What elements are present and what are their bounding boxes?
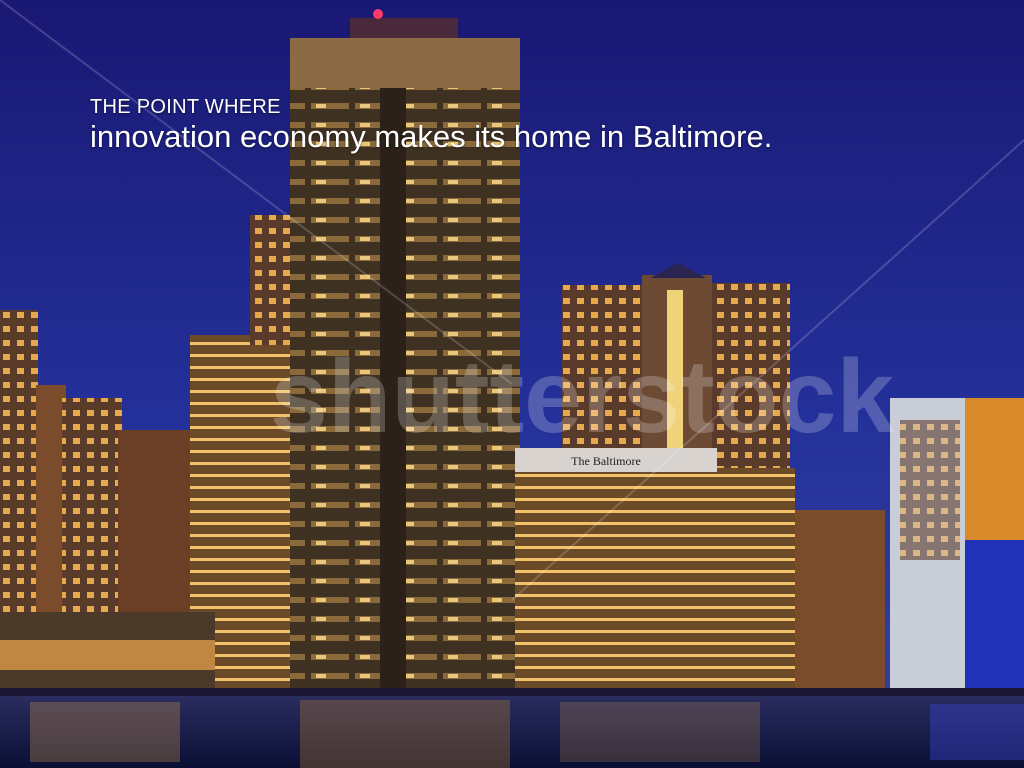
apartment-tower-right [712, 283, 790, 468]
tower-reflection [300, 700, 510, 768]
apartment-tower-left [562, 285, 642, 465]
aquarium-reflection [930, 704, 1024, 760]
pavilion-reflection [30, 702, 180, 762]
aquarium-building [965, 540, 1024, 700]
tower-crown [290, 38, 520, 88]
rooftop-sign: The Baltimore [571, 454, 641, 468]
building-right-1 [795, 510, 885, 690]
apartment-light-column [667, 290, 683, 450]
aquarium-glass-top [965, 398, 1024, 540]
tower-spine [380, 88, 406, 688]
headline-main: innovation economy makes its home in Bal… [90, 119, 773, 154]
watermark-line [511, 139, 1024, 601]
harbor-water [0, 696, 1024, 768]
beacon-light [373, 9, 383, 19]
building-left-6 [250, 215, 295, 345]
apartment-roof [650, 263, 706, 278]
rooftop-sign-panel [515, 448, 717, 472]
watermark-line [0, 0, 513, 385]
watermark-text: shutterstock [270, 339, 894, 455]
waterfront-edge [0, 688, 1024, 698]
headline-kicker: THE POINT WHERE [90, 96, 281, 118]
tower-top [350, 18, 458, 38]
headline: THE POINT WHERE innovation economy makes… [90, 95, 772, 155]
wide-office-building [515, 468, 795, 688]
office-reflection [560, 702, 760, 762]
